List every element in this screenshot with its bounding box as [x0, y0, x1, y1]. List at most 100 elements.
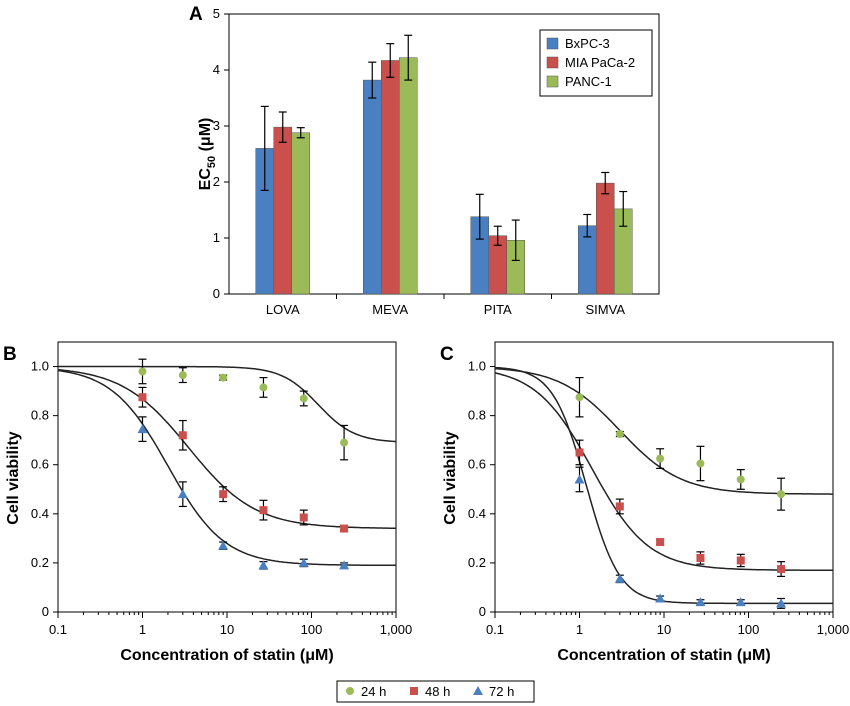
y-tick-label-a: 4	[213, 62, 220, 77]
data-point-triangle	[574, 474, 585, 484]
x-tick-label: 1	[576, 622, 583, 637]
bar	[399, 57, 418, 295]
data-point-square	[575, 448, 584, 457]
data-point-circle	[340, 438, 349, 447]
y-tick-label: 0.6	[468, 457, 486, 472]
y-tick-label: 1.0	[468, 359, 486, 374]
x-tick-label-a: SIMVA	[586, 302, 626, 317]
chart-panel-b: B 0 0.2 0.4 0.6 0.8 1.0 0.1 1 10 100 1,000 Concent…	[3, 341, 413, 664]
data-point-square	[138, 393, 147, 402]
error-bar	[278, 111, 287, 143]
y-tick-label: 0.6	[31, 457, 49, 472]
data-point-triangle	[339, 560, 350, 570]
data-point-square	[219, 490, 228, 499]
x-tick-label: 1,000	[380, 622, 413, 637]
fit-curve	[57, 369, 396, 567]
data-point-circle	[178, 371, 187, 380]
data-point-triangle	[177, 489, 188, 499]
y-tick-label: 0.2	[468, 555, 486, 570]
error-bar	[404, 34, 413, 81]
fit-curve	[57, 368, 396, 529]
chart-panel-a: A 0 1 2 3 4 5 LOVA MEVA PITA SIMVA EC50 (μM) BxP…	[189, 4, 660, 317]
legend-swatch	[546, 37, 559, 50]
x-tick-label-a: LOVA	[266, 302, 300, 317]
data-point-square	[259, 506, 268, 515]
x-tick-label: 0.1	[49, 622, 67, 637]
chart-panel-c: C 0 0.2 0.4 0.6 0.8 1.0 0.1 1 10 100 1,000 Concent…	[440, 341, 850, 664]
data-point-triangle	[655, 593, 666, 603]
data-point-square	[656, 538, 665, 547]
y-tick-label-a: 2	[213, 174, 220, 189]
data-point-triangle	[473, 686, 483, 695]
y-tick-label: 0.8	[468, 408, 486, 423]
y-tick-label-a: 5	[213, 6, 220, 21]
data-point-square	[696, 554, 705, 562]
y-axis-label-b: Cell viability	[5, 431, 22, 524]
legend-swatch	[546, 75, 559, 88]
y-tick-label-a: 0	[213, 286, 220, 301]
y-tick-label: 0.2	[31, 555, 49, 570]
y-tick-label: 0.8	[31, 408, 49, 423]
data-point-triangle	[298, 557, 309, 567]
data-point-circle	[615, 430, 624, 439]
data-point-triangle	[137, 424, 148, 434]
data-point-triangle	[614, 573, 625, 583]
error-bar	[583, 213, 592, 238]
fit-curve	[494, 372, 833, 571]
data-point-circle	[299, 394, 308, 403]
panel-label-b: B	[3, 344, 17, 365]
x-tick-label-a: MEVA	[372, 302, 408, 317]
data-point-circle	[138, 367, 147, 376]
time-legend-label: 24 h	[361, 684, 386, 699]
x-tick-label: 1,000	[817, 622, 850, 637]
panel-label-c: C	[440, 344, 454, 365]
x-tick-label: 10	[220, 622, 234, 637]
x-tick-label: 100	[301, 622, 323, 637]
legend-swatch	[546, 56, 559, 69]
data-point-circle	[736, 475, 745, 484]
bar	[291, 132, 310, 295]
x-tick-label: 100	[738, 622, 760, 637]
data-point-triangle	[735, 597, 746, 607]
error-bar	[296, 127, 305, 139]
data-point-square	[777, 565, 786, 574]
y-tick-label: 1.0	[31, 359, 49, 374]
data-point-square	[178, 431, 187, 440]
fit-curve	[494, 367, 833, 495]
plot-area-b	[57, 341, 397, 613]
error-bar	[601, 171, 610, 195]
error-bar	[386, 43, 395, 78]
legend-label: MIA PaCa-2	[565, 55, 635, 70]
data-point-triangle	[776, 598, 787, 608]
y-tick-label: 0	[479, 604, 486, 619]
data-point-circle	[696, 459, 705, 468]
time-legend-box	[336, 680, 535, 703]
bar	[363, 79, 382, 295]
data-point-circle	[219, 373, 228, 382]
y-tick-label-a: 3	[213, 118, 220, 133]
data-point-triangle	[218, 540, 229, 550]
time-legend-label: 48 h	[425, 684, 450, 699]
bar	[273, 126, 292, 295]
error-bar	[368, 61, 377, 99]
data-point-square	[615, 502, 624, 511]
bar	[381, 60, 400, 295]
fit-curve	[58, 365, 397, 443]
time-legend: 24 h 48 h 72 h	[336, 680, 535, 703]
x-axis-label-c: Concentration of statin (μM)	[557, 647, 770, 664]
legend-label: BxPC-3	[565, 36, 610, 51]
legend-label: PANC-1	[565, 74, 612, 89]
error-bar	[260, 105, 269, 191]
data-point-circle	[346, 687, 354, 695]
panel-label-a: A	[189, 4, 203, 25]
data-point-circle	[575, 393, 584, 402]
y-axis-label-c: Cell viability	[442, 431, 459, 524]
y-tick-label-a: 1	[213, 230, 220, 245]
data-point-triangle	[695, 597, 706, 607]
legend-a: BxPC-3 MIA PaCa-2 PANC-1	[539, 29, 653, 97]
time-legend-label: 72 h	[489, 684, 514, 699]
x-tick-label-a: PITA	[484, 302, 512, 317]
y-axis-label-a: EC50 (μM)	[197, 118, 218, 191]
y-tick-label: 0.4	[31, 506, 49, 521]
